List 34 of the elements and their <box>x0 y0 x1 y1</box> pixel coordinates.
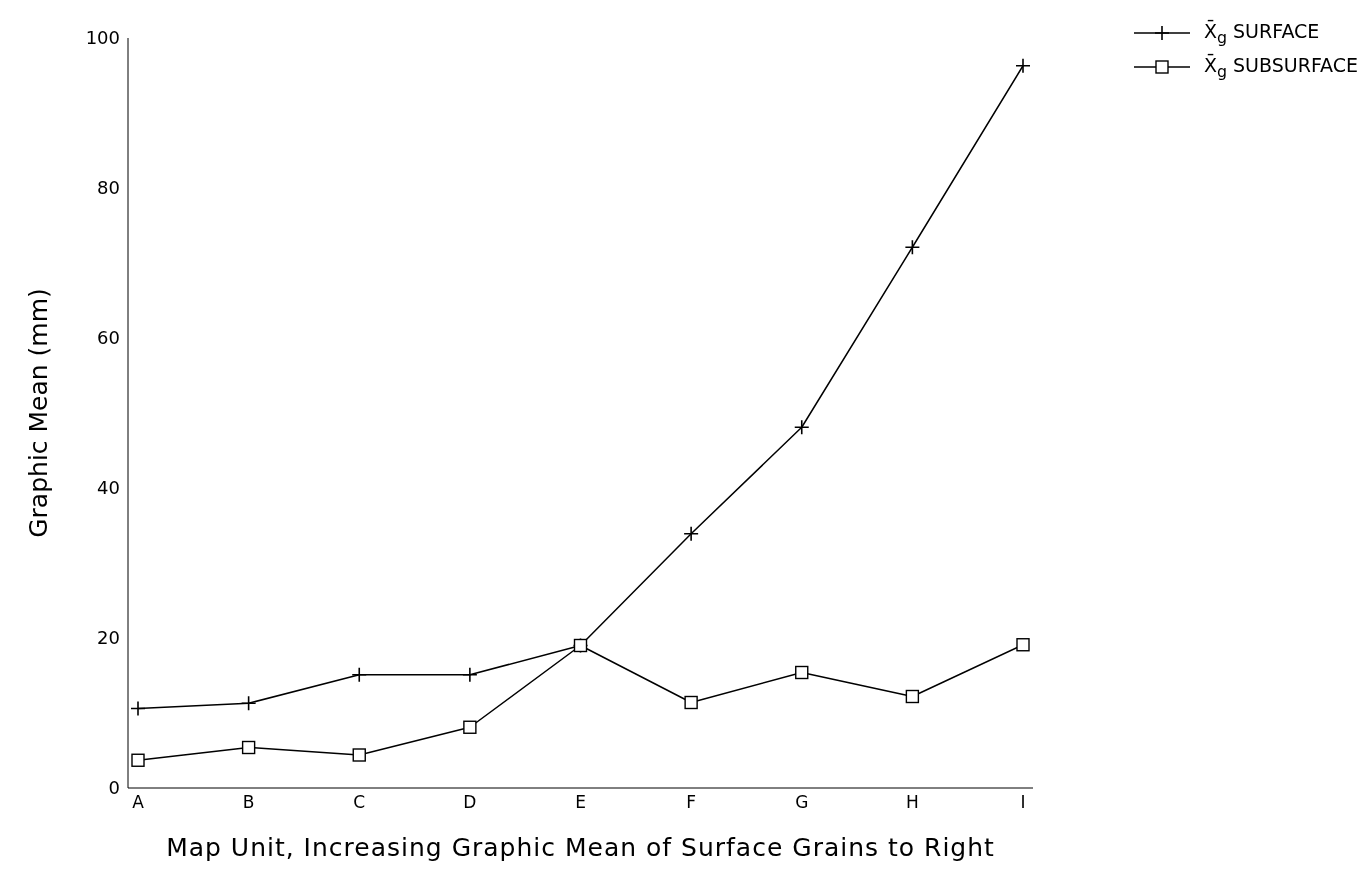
point <box>130 700 146 717</box>
point <box>352 748 366 762</box>
legend-label: X̄$_{g}$ SUBSURFACE <box>1203 53 1358 81</box>
point <box>795 665 809 680</box>
y-axis-title: Graphic Mean (mm) <box>23 288 53 538</box>
y-tick-label: 0 <box>108 777 120 799</box>
y-tick-label: 60 <box>97 327 120 349</box>
point <box>1015 57 1031 74</box>
point <box>904 239 921 256</box>
x-tick-label: A <box>132 792 145 813</box>
x-axis-title: Map Unit, Increasing Graphic Mean of Surface Grains to Right <box>166 833 995 862</box>
point <box>1016 638 1030 652</box>
point <box>241 740 256 755</box>
point <box>463 720 477 734</box>
x-tick-label: H <box>905 792 919 813</box>
point <box>683 525 699 542</box>
x-tick-label: B <box>242 792 255 813</box>
x-tick-label: G <box>795 792 809 813</box>
y-tick-label: 80 <box>97 177 120 199</box>
y-tick-label: 100 <box>85 27 120 49</box>
x-tick-label: E <box>575 792 586 813</box>
x-tick-label: C <box>353 792 366 813</box>
point <box>684 695 698 710</box>
x-tick-label: F <box>686 792 697 813</box>
point <box>351 666 368 683</box>
legend-label: X̄$_{g}$ SURFACE <box>1203 19 1320 47</box>
point <box>240 695 257 712</box>
y-tick-label: 20 <box>97 627 120 649</box>
point <box>905 689 920 704</box>
point <box>462 666 478 683</box>
x-tick-label: I <box>1020 792 1026 813</box>
x-tick-label: D <box>463 792 477 813</box>
y-tick-label: 40 <box>97 477 120 499</box>
point <box>793 419 810 436</box>
